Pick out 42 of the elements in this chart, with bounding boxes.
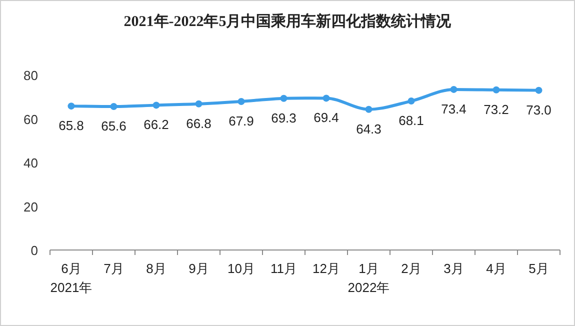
data-label: 67.9 [228,113,254,128]
data-label: 73.2 [484,102,509,117]
data-label: 69.4 [314,110,339,126]
data-label: 66.2 [144,117,169,132]
x-tick-label: 1月 2022年 [348,261,390,295]
x-tick-label: 12月 [312,261,340,276]
x-tick-label: 2月 [401,261,422,276]
data-label: 65.8 [58,118,84,134]
x-tick-label: 10月 [228,261,255,276]
data-label: 73.4 [441,101,466,116]
x-tick-label: 3月 [444,261,464,276]
point [408,98,415,105]
y-tick-label: 20 [24,199,38,214]
data-label: 68.1 [398,113,424,128]
point [322,94,330,102]
x-tick-label: 4月 [486,261,506,276]
data-label: 73.0 [526,102,552,118]
data-label: 65.6 [101,118,126,134]
x-tick-label: 8月 [146,261,166,276]
point [68,102,75,110]
x-tick-label: 9月 [188,261,209,276]
point [492,86,500,94]
y-tick-label: 40 [24,156,38,170]
x-tick-label: 6月 2021年 [50,261,92,295]
point [365,106,372,113]
data-label: 64.3 [356,121,382,136]
point [238,98,245,105]
y-tick-label: 60 [24,112,38,127]
x-tick-label: 5月 [528,261,549,276]
y-tick-label: 80 [24,68,38,83]
x-tick-label: 7月 [104,261,124,276]
data-label: 66.8 [186,116,212,131]
point [152,102,160,109]
chart-title: 2021年-2022年5月中国乘用车新四化指数统计情况 [124,12,452,30]
point [195,100,202,108]
data-label: 69.3 [271,110,296,126]
point [535,86,542,94]
point [450,86,458,93]
point [280,94,288,102]
y-tick-label: 0 [30,243,38,258]
point [110,103,118,110]
x-tick-label: 11月 [270,261,297,276]
